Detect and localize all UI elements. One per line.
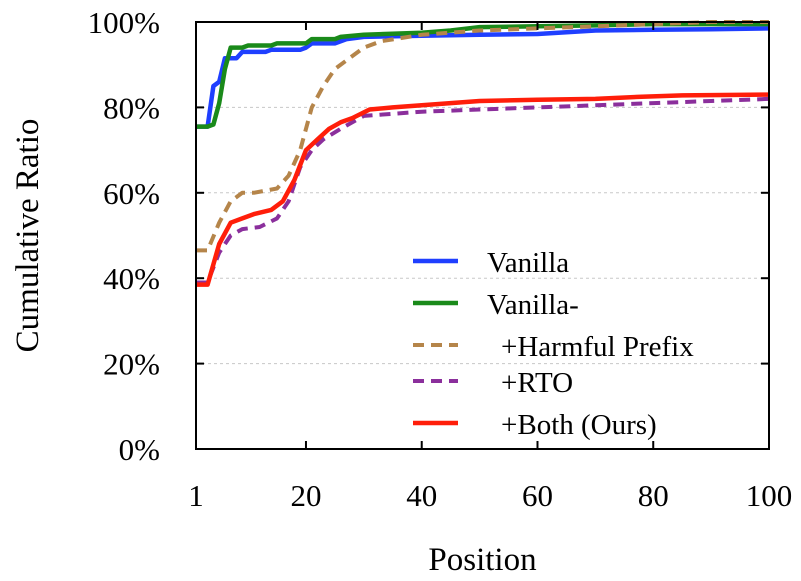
plot-frame bbox=[195, 21, 770, 450]
series-line-3 bbox=[196, 20, 769, 253]
legend-label: Vanilla bbox=[487, 247, 569, 279]
x-tick-label: 20 bbox=[290, 478, 321, 513]
legend: Vanilla Vanilla- +Harmful Prefix +RTO +Both … bbox=[413, 247, 694, 441]
y-axis-title: Cumulative Ratio bbox=[10, 119, 46, 353]
y-tick-label: 60% bbox=[103, 176, 160, 211]
y-tick-label: 20% bbox=[103, 347, 160, 382]
legend-label: +Both (Ours) bbox=[501, 409, 657, 441]
x-axis-title: Position bbox=[428, 542, 536, 578]
series-line-1 bbox=[196, 26, 770, 129]
y-tick-label: 100% bbox=[88, 5, 160, 40]
x-tick-label: 60 bbox=[522, 478, 553, 513]
y-tick-label: 0% bbox=[119, 432, 160, 467]
axis-ticks: 0% 20% 40% 60% 80% 100% 1 20 40 60 80 100 bbox=[88, 5, 793, 513]
legend-label: Vanilla- bbox=[487, 289, 579, 321]
legend-label: +RTO bbox=[501, 367, 573, 399]
x-tick-label: 80 bbox=[638, 478, 669, 513]
y-tick-label: 40% bbox=[103, 261, 160, 296]
series-line-4 bbox=[196, 96, 770, 285]
x-tick-label: 40 bbox=[406, 478, 437, 513]
x-tick-label: 1 bbox=[188, 478, 204, 513]
series-line-2 bbox=[196, 21, 769, 129]
series-lines bbox=[196, 20, 770, 287]
grid bbox=[196, 106, 769, 365]
y-tick-label: 80% bbox=[103, 90, 160, 125]
series-line-5 bbox=[196, 92, 770, 287]
legend-label: +Harmful Prefix bbox=[501, 331, 694, 363]
x-tick-label: 100 bbox=[746, 478, 793, 513]
